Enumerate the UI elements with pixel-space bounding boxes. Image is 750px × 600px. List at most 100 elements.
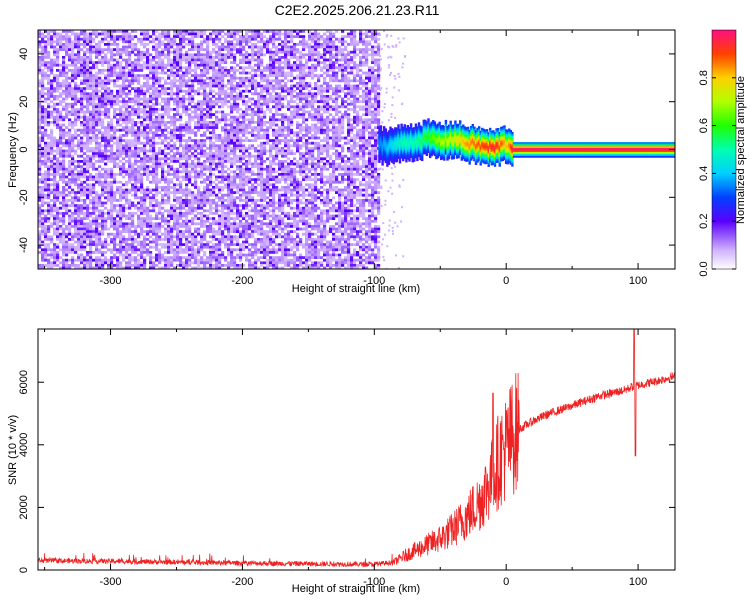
heatmap-cell xyxy=(236,238,240,241)
heatmap-cell xyxy=(74,160,78,163)
heatmap-cell xyxy=(143,43,147,46)
heatmap-cell xyxy=(128,266,132,269)
heatmap-cell xyxy=(38,214,42,218)
heatmap-cell xyxy=(188,100,192,103)
heatmap-cell xyxy=(119,89,123,93)
heatmap-cell xyxy=(239,92,243,96)
heatmap-cell xyxy=(47,74,51,77)
heatmap-cell xyxy=(179,113,183,116)
heatmap-cell xyxy=(89,136,93,140)
heatmap-cell xyxy=(152,232,156,236)
heatmap-cell xyxy=(128,256,132,259)
heatmap-cell xyxy=(215,253,219,257)
heatmap-cell xyxy=(152,30,156,33)
heatmap-cell xyxy=(173,43,177,46)
heatmap-cell xyxy=(212,105,216,109)
heatmap-cell xyxy=(173,32,177,36)
heatmap-cell xyxy=(182,230,186,233)
heatmap-cell xyxy=(92,110,96,114)
heatmap-cell xyxy=(80,222,84,226)
heatmap-cell xyxy=(92,128,96,132)
heatmap-cell xyxy=(80,108,84,111)
heatmap-cell xyxy=(215,79,219,83)
heatmap-cell xyxy=(143,115,147,119)
heatmap-cell xyxy=(248,63,252,67)
heatmap-cell xyxy=(158,128,162,132)
heatmap-cell xyxy=(98,58,102,62)
heatmap-cell xyxy=(188,175,192,179)
heatmap-cell xyxy=(65,253,69,257)
heatmap-cell xyxy=(101,251,105,254)
heatmap-cell xyxy=(197,175,201,179)
heatmap-cell xyxy=(116,84,120,88)
heatmap-cell xyxy=(38,35,42,38)
heatmap-cell xyxy=(152,162,156,166)
heatmap-cell xyxy=(227,48,231,51)
heatmap-cell xyxy=(56,230,60,233)
heatmap-cell xyxy=(62,235,66,239)
heatmap-cell xyxy=(212,76,216,80)
heatmap-cell xyxy=(59,266,63,269)
heatmap-cell xyxy=(179,87,183,90)
heatmap-cell xyxy=(170,118,174,122)
heatmap-cell xyxy=(50,149,54,153)
heatmap-cell xyxy=(101,40,105,44)
heatmap-cell xyxy=(209,76,213,80)
heatmap-cell xyxy=(170,240,174,244)
heatmap-cell xyxy=(101,69,105,72)
heatmap-cell xyxy=(83,144,87,148)
heatmap-cell xyxy=(116,144,120,148)
heatmap-cell xyxy=(245,53,249,57)
heatmap-cell xyxy=(188,32,192,36)
heatmap-cell xyxy=(194,123,198,127)
heatmap-cell xyxy=(131,175,135,179)
heatmap-cell xyxy=(164,79,168,83)
heatmap-cell xyxy=(209,61,213,64)
heatmap-cell xyxy=(113,71,117,75)
heatmap-cell xyxy=(164,230,168,233)
heatmap-cell xyxy=(80,105,84,109)
heatmap-cell xyxy=(65,50,69,54)
heatmap-cell xyxy=(140,232,144,236)
heatmap-cell xyxy=(77,108,81,111)
heatmap-cell xyxy=(173,167,177,171)
heatmap-cell xyxy=(146,191,150,194)
heatmap-cell xyxy=(209,87,213,90)
heatmap-cell xyxy=(89,100,93,103)
heatmap-cell xyxy=(191,79,195,83)
heatmap-cell xyxy=(230,264,234,267)
heatmap-cell xyxy=(68,160,72,163)
heatmap-cell xyxy=(176,160,180,163)
heatmap-cell xyxy=(227,217,231,220)
heatmap-cell xyxy=(146,167,150,171)
heatmap-cell xyxy=(158,113,162,116)
heatmap-cell xyxy=(239,108,243,111)
heatmap-cell xyxy=(71,157,75,161)
heatmap-cell xyxy=(167,82,171,85)
heatmap-cell xyxy=(242,58,246,62)
heatmap-cell xyxy=(59,201,63,205)
heatmap-cell xyxy=(131,100,135,103)
heatmap-cell xyxy=(116,232,120,236)
heatmap-cell xyxy=(89,95,93,98)
heatmap-cell xyxy=(245,147,249,150)
heatmap-cell xyxy=(122,134,126,137)
heatmap-cell xyxy=(53,204,57,207)
heatmap-cell xyxy=(224,139,228,142)
heatmap-cell xyxy=(239,186,243,189)
heatmap-cell xyxy=(203,180,207,184)
heatmap-cell xyxy=(176,126,180,129)
heatmap-cell xyxy=(149,115,153,119)
heatmap-cell xyxy=(137,141,141,145)
heatmap-cell xyxy=(80,74,84,77)
heatmap-cell xyxy=(158,118,162,122)
heatmap-cell xyxy=(68,110,72,114)
heatmap-cell xyxy=(131,105,135,109)
heatmap-cell xyxy=(116,235,120,239)
heatmap-cell xyxy=(119,69,123,72)
heatmap-cell xyxy=(215,69,219,72)
heatmap-cell xyxy=(194,56,198,59)
heatmap-cell xyxy=(146,58,150,62)
heatmap-cell xyxy=(110,167,114,171)
heatmap-cell xyxy=(239,76,243,80)
